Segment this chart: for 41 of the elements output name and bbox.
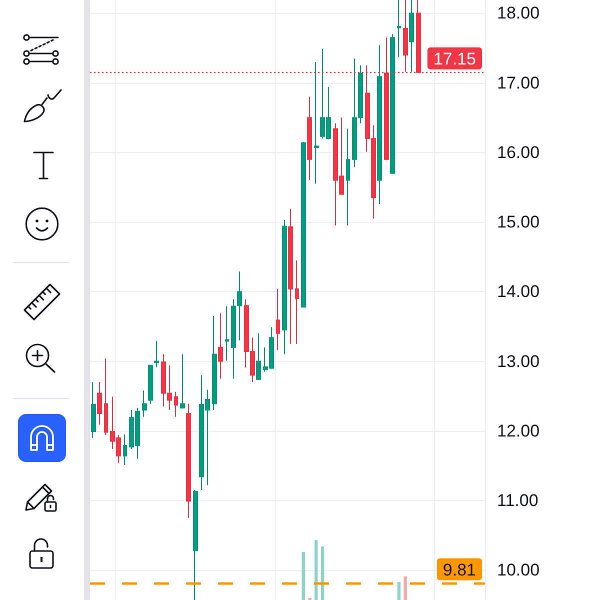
candlestick bbox=[390, 34, 395, 175]
candlestick bbox=[288, 208, 293, 344]
candlestick bbox=[346, 128, 350, 226]
y-tick-label: 16.00 bbox=[497, 142, 540, 162]
y-tick-label: 10.00 bbox=[497, 560, 540, 580]
candlestick bbox=[276, 288, 280, 351]
y-tick-label: 14.00 bbox=[497, 282, 540, 302]
candlestick bbox=[377, 44, 382, 204]
candlestick bbox=[295, 260, 299, 344]
y-tick-label: 17.00 bbox=[497, 73, 540, 92]
candlestick bbox=[174, 391, 178, 418]
candlestick bbox=[231, 298, 236, 380]
ref-line-label: 17.15 bbox=[433, 49, 476, 68]
y-tick-label: 11.00 bbox=[497, 490, 538, 510]
candlestick bbox=[409, 0, 414, 72]
candlestick bbox=[91, 382, 96, 438]
candlestick bbox=[282, 219, 287, 355]
candlestick bbox=[104, 358, 108, 436]
candlestick bbox=[314, 61, 319, 184]
candlestick bbox=[186, 403, 191, 518]
candlestick bbox=[148, 364, 153, 404]
candlestick bbox=[237, 270, 242, 341]
candlestick bbox=[193, 490, 198, 600]
candlestick bbox=[218, 312, 223, 380]
candlestick bbox=[212, 316, 217, 410]
candlestick bbox=[256, 332, 261, 381]
y-tick-label: 13.00 bbox=[497, 352, 540, 371]
candlestick bbox=[301, 141, 306, 308]
candlestick bbox=[180, 354, 185, 410]
ref-line-label: 9.81 bbox=[442, 560, 476, 580]
candlestick bbox=[154, 340, 159, 368]
y-tick-label: 15.00 bbox=[497, 212, 540, 232]
y-tick-label: 12.00 bbox=[497, 421, 540, 440]
candlestick bbox=[97, 382, 102, 426]
y-tick-label: 18.00 bbox=[497, 4, 540, 23]
candlestick bbox=[397, 0, 401, 58]
candlestick bbox=[403, 0, 408, 72]
candlestick bbox=[142, 390, 147, 418]
candlestick bbox=[123, 434, 127, 466]
candlestick bbox=[307, 96, 312, 181]
candlestick bbox=[225, 306, 229, 362]
